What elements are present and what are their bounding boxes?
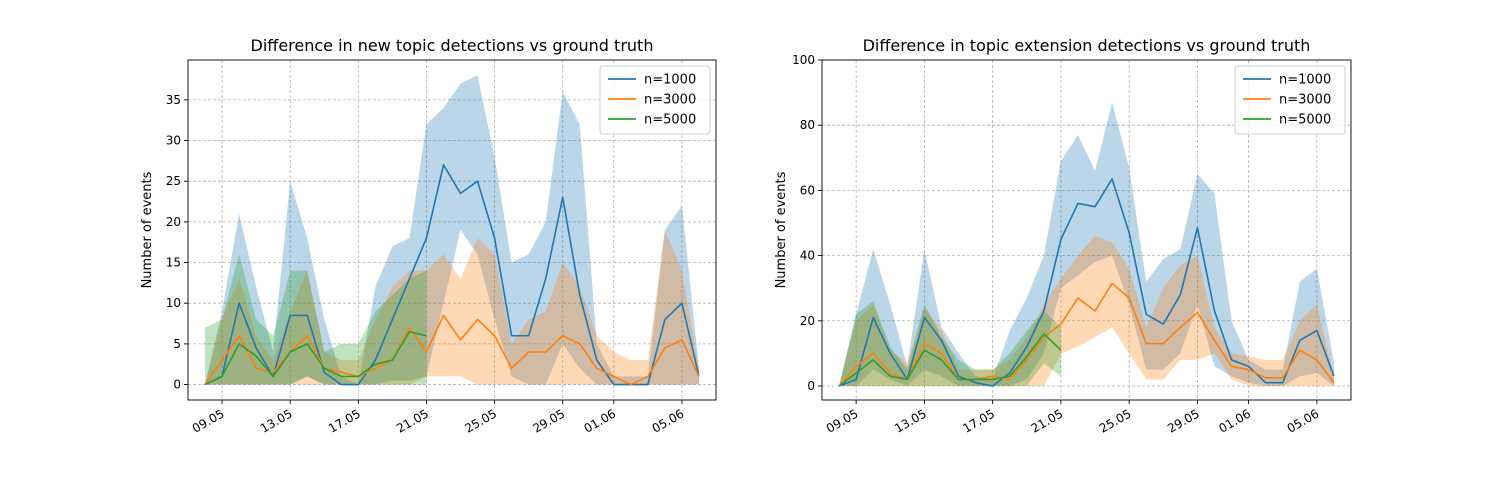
band-n=1000 [839, 102, 1334, 386]
confidence-bands [839, 102, 1334, 386]
axes-frame [187, 59, 717, 401]
legend-box [1234, 65, 1346, 135]
y-axis-label: Number of events [774, 171, 789, 288]
y-tick-label-5: 5 [173, 337, 181, 351]
confidence-bands [205, 75, 699, 385]
legend-box [599, 65, 711, 135]
band-n=5000 [205, 254, 427, 385]
y-axis: 0 5 10 15 20 25 30 35 [166, 93, 188, 392]
y-tick-label-20: 20 [166, 215, 181, 229]
line-n=1000 [838, 178, 1335, 387]
line-n=5000 [838, 333, 1062, 387]
band-n=3000 [205, 230, 699, 385]
y-tick-label-35: 35 [166, 93, 181, 107]
axes-frame [821, 59, 1352, 401]
y-tick-label-10: 10 [166, 296, 181, 310]
series-lines [204, 164, 700, 386]
y-tick-label-30: 30 [166, 134, 181, 148]
band-n=1000 [205, 75, 699, 385]
y-tick-label-80: 80 [800, 118, 815, 132]
y-tick-label-15: 15 [166, 256, 181, 270]
y-tick-label-100: 100 [792, 53, 815, 67]
legend-label-n=3000: n=3000 [1279, 93, 1331, 108]
line-n=1000 [204, 164, 700, 386]
y-tick-label-25: 25 [166, 174, 181, 188]
band-n=3000 [839, 236, 1334, 386]
legend-label-n=1000: n=1000 [644, 73, 696, 88]
legend-label-n=5000: n=5000 [1279, 113, 1331, 128]
legend-label-n=5000: n=5000 [644, 113, 696, 128]
line-n=3000 [838, 282, 1335, 387]
y-tick-label-60: 60 [800, 183, 815, 197]
chart-title: Difference in topic extension detections… [863, 36, 1311, 55]
series-lines [838, 178, 1335, 387]
chart-title: Difference in new topic detections vs gr… [251, 36, 654, 55]
line-n=5000 [204, 330, 427, 386]
y-tick-label-0: 0 [807, 379, 815, 393]
legend: n=1000 n=3000 n=5000 [599, 65, 711, 135]
legend: n=1000 n=3000 n=5000 [1234, 65, 1346, 135]
y-tick-label-40: 40 [800, 249, 815, 263]
legend-label-n=1000: n=1000 [1279, 73, 1331, 88]
y-tick-label-0: 0 [173, 378, 181, 392]
legend-label-n=3000: n=3000 [644, 93, 696, 108]
y-axis: 0 20 40 60 80 100 [792, 53, 822, 393]
band-n=5000 [839, 301, 1061, 386]
y-axis-label: Number of events [140, 171, 155, 288]
y-tick-label-20: 20 [800, 314, 815, 328]
